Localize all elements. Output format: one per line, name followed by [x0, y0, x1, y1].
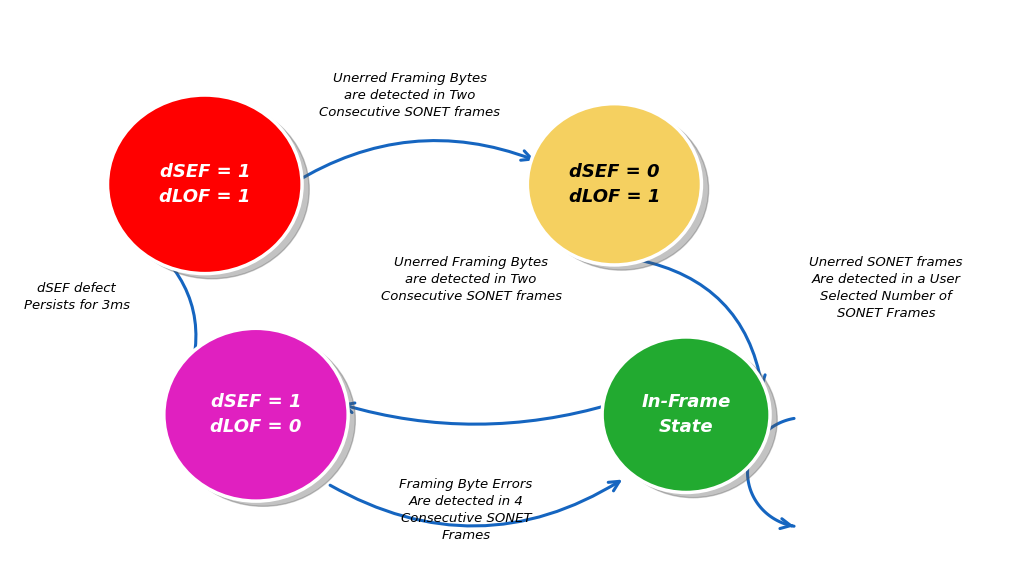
Ellipse shape — [609, 342, 777, 498]
Ellipse shape — [164, 328, 348, 501]
Ellipse shape — [171, 334, 355, 506]
Ellipse shape — [115, 100, 309, 279]
Ellipse shape — [108, 95, 302, 274]
Text: dSEF = 0
dLOF = 1: dSEF = 0 dLOF = 1 — [568, 163, 660, 206]
Ellipse shape — [527, 104, 701, 265]
Ellipse shape — [535, 109, 709, 270]
Text: dSEF = 1
dLOF = 1: dSEF = 1 dLOF = 1 — [159, 163, 251, 206]
Text: dSEF defect
Persists for 3ms: dSEF defect Persists for 3ms — [24, 282, 130, 312]
Text: Unerred SONET frames
Are detected in a User
Selected Number of
SONET Frames: Unerred SONET frames Are detected in a U… — [809, 256, 963, 320]
Text: In-Frame
State: In-Frame State — [641, 393, 731, 436]
Text: Unerred Framing Bytes
are detected in Two
Consecutive SONET frames: Unerred Framing Bytes are detected in Tw… — [319, 71, 500, 119]
Ellipse shape — [602, 337, 770, 492]
Text: Framing Byte Errors
Are detected in 4
Consecutive SONET
Frames: Framing Byte Errors Are detected in 4 Co… — [399, 478, 532, 542]
Text: dSEF = 1
dLOF = 0: dSEF = 1 dLOF = 0 — [210, 393, 302, 436]
Text: Unerred Framing Bytes
are detected in Two
Consecutive SONET frames: Unerred Framing Bytes are detected in Tw… — [381, 256, 561, 303]
